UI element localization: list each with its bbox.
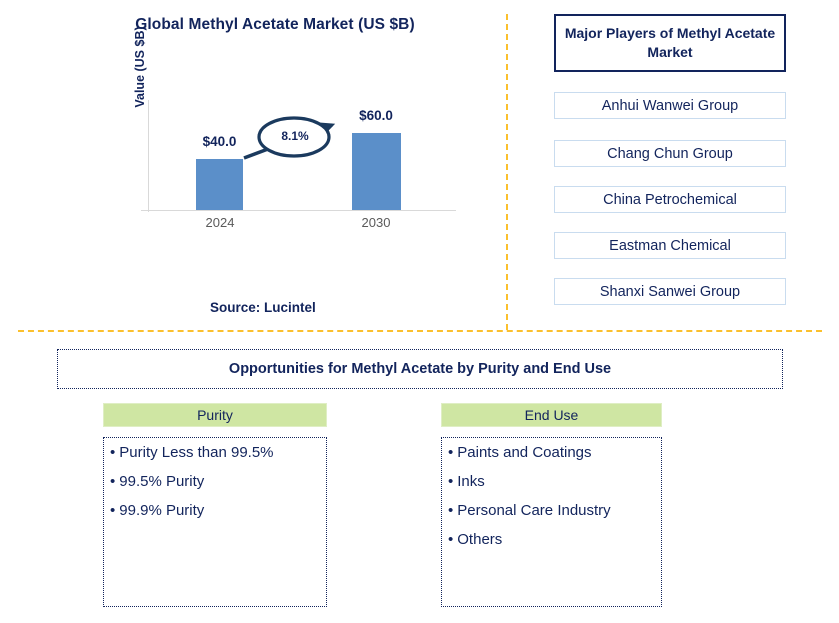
bar-2024 — [196, 159, 243, 210]
cagr-callout-icon — [243, 116, 336, 160]
opportunities-banner: Opportunities for Methyl Acetate by Puri… — [57, 349, 783, 389]
list-item: • Others — [448, 532, 655, 547]
y-axis-title: Value (US $B) — [133, 26, 147, 108]
player-item-eastman-chemical[interactable]: Eastman Chemical — [554, 232, 786, 259]
x-tick-2024: 2024 — [205, 215, 235, 230]
bullet-icon: • — [448, 444, 454, 461]
player-item-anhui-wanwei-group[interactable]: Anhui Wanwei Group — [554, 92, 786, 119]
bullet-icon: • — [448, 502, 454, 519]
horizontal-divider — [18, 330, 822, 332]
x-tick-2030: 2030 — [361, 215, 391, 230]
list-item-label: Purity Less than 99.5% — [119, 444, 274, 461]
bar-value-2030: $60.0 — [359, 108, 393, 123]
major-players-header: Major Players of Methyl Acetate Market — [554, 14, 786, 72]
list-item: • Inks — [448, 474, 655, 489]
player-item-china-petrochemical[interactable]: China Petrochemical — [554, 186, 786, 213]
x-axis-line — [141, 210, 456, 211]
list-item-label: Paints and Coatings — [457, 444, 592, 461]
list-item-label: 99.9% Purity — [119, 502, 205, 519]
list-item: • Purity Less than 99.5% — [110, 445, 320, 460]
list-item-label: Others — [457, 531, 503, 548]
player-item-chang-chun-group[interactable]: Chang Chun Group — [554, 140, 786, 167]
y-axis-line — [148, 100, 149, 212]
list-item: • 99.9% Purity — [110, 503, 320, 518]
bullet-icon: • — [110, 502, 116, 519]
bullet-icon: • — [110, 473, 116, 490]
column-header-purity: Purity — [103, 403, 327, 427]
cagr-value-label: 8.1% — [281, 129, 309, 143]
list-item: • Paints and Coatings — [448, 445, 655, 460]
bar-value-2024: $40.0 — [202, 134, 237, 149]
list-item: • Personal Care Industry — [448, 503, 655, 518]
purity-list: • Purity Less than 99.5% • 99.5% Purity • 9… — [103, 437, 327, 607]
list-item-label: Personal Care Industry — [457, 502, 611, 519]
source-note: Source: Lucintel — [210, 300, 316, 315]
player-item-shanxi-sanwei-group[interactable]: Shanxi Sanwei Group — [554, 278, 786, 305]
list-item: • 99.5% Purity — [110, 474, 320, 489]
list-item-label: Inks — [457, 473, 485, 490]
bar-2030 — [352, 133, 401, 210]
column-header-end-use: End Use — [441, 403, 662, 427]
end-use-list: • Paints and Coatings • Inks • Personal Car… — [441, 437, 662, 607]
bullet-icon: • — [448, 473, 454, 490]
list-item-label: 99.5% Purity — [119, 473, 205, 490]
bullet-icon: • — [448, 531, 454, 548]
vertical-divider — [506, 14, 508, 330]
chart-title: Global Methyl Acetate Market (US $B) — [135, 16, 415, 33]
bullet-icon: • — [110, 444, 116, 461]
